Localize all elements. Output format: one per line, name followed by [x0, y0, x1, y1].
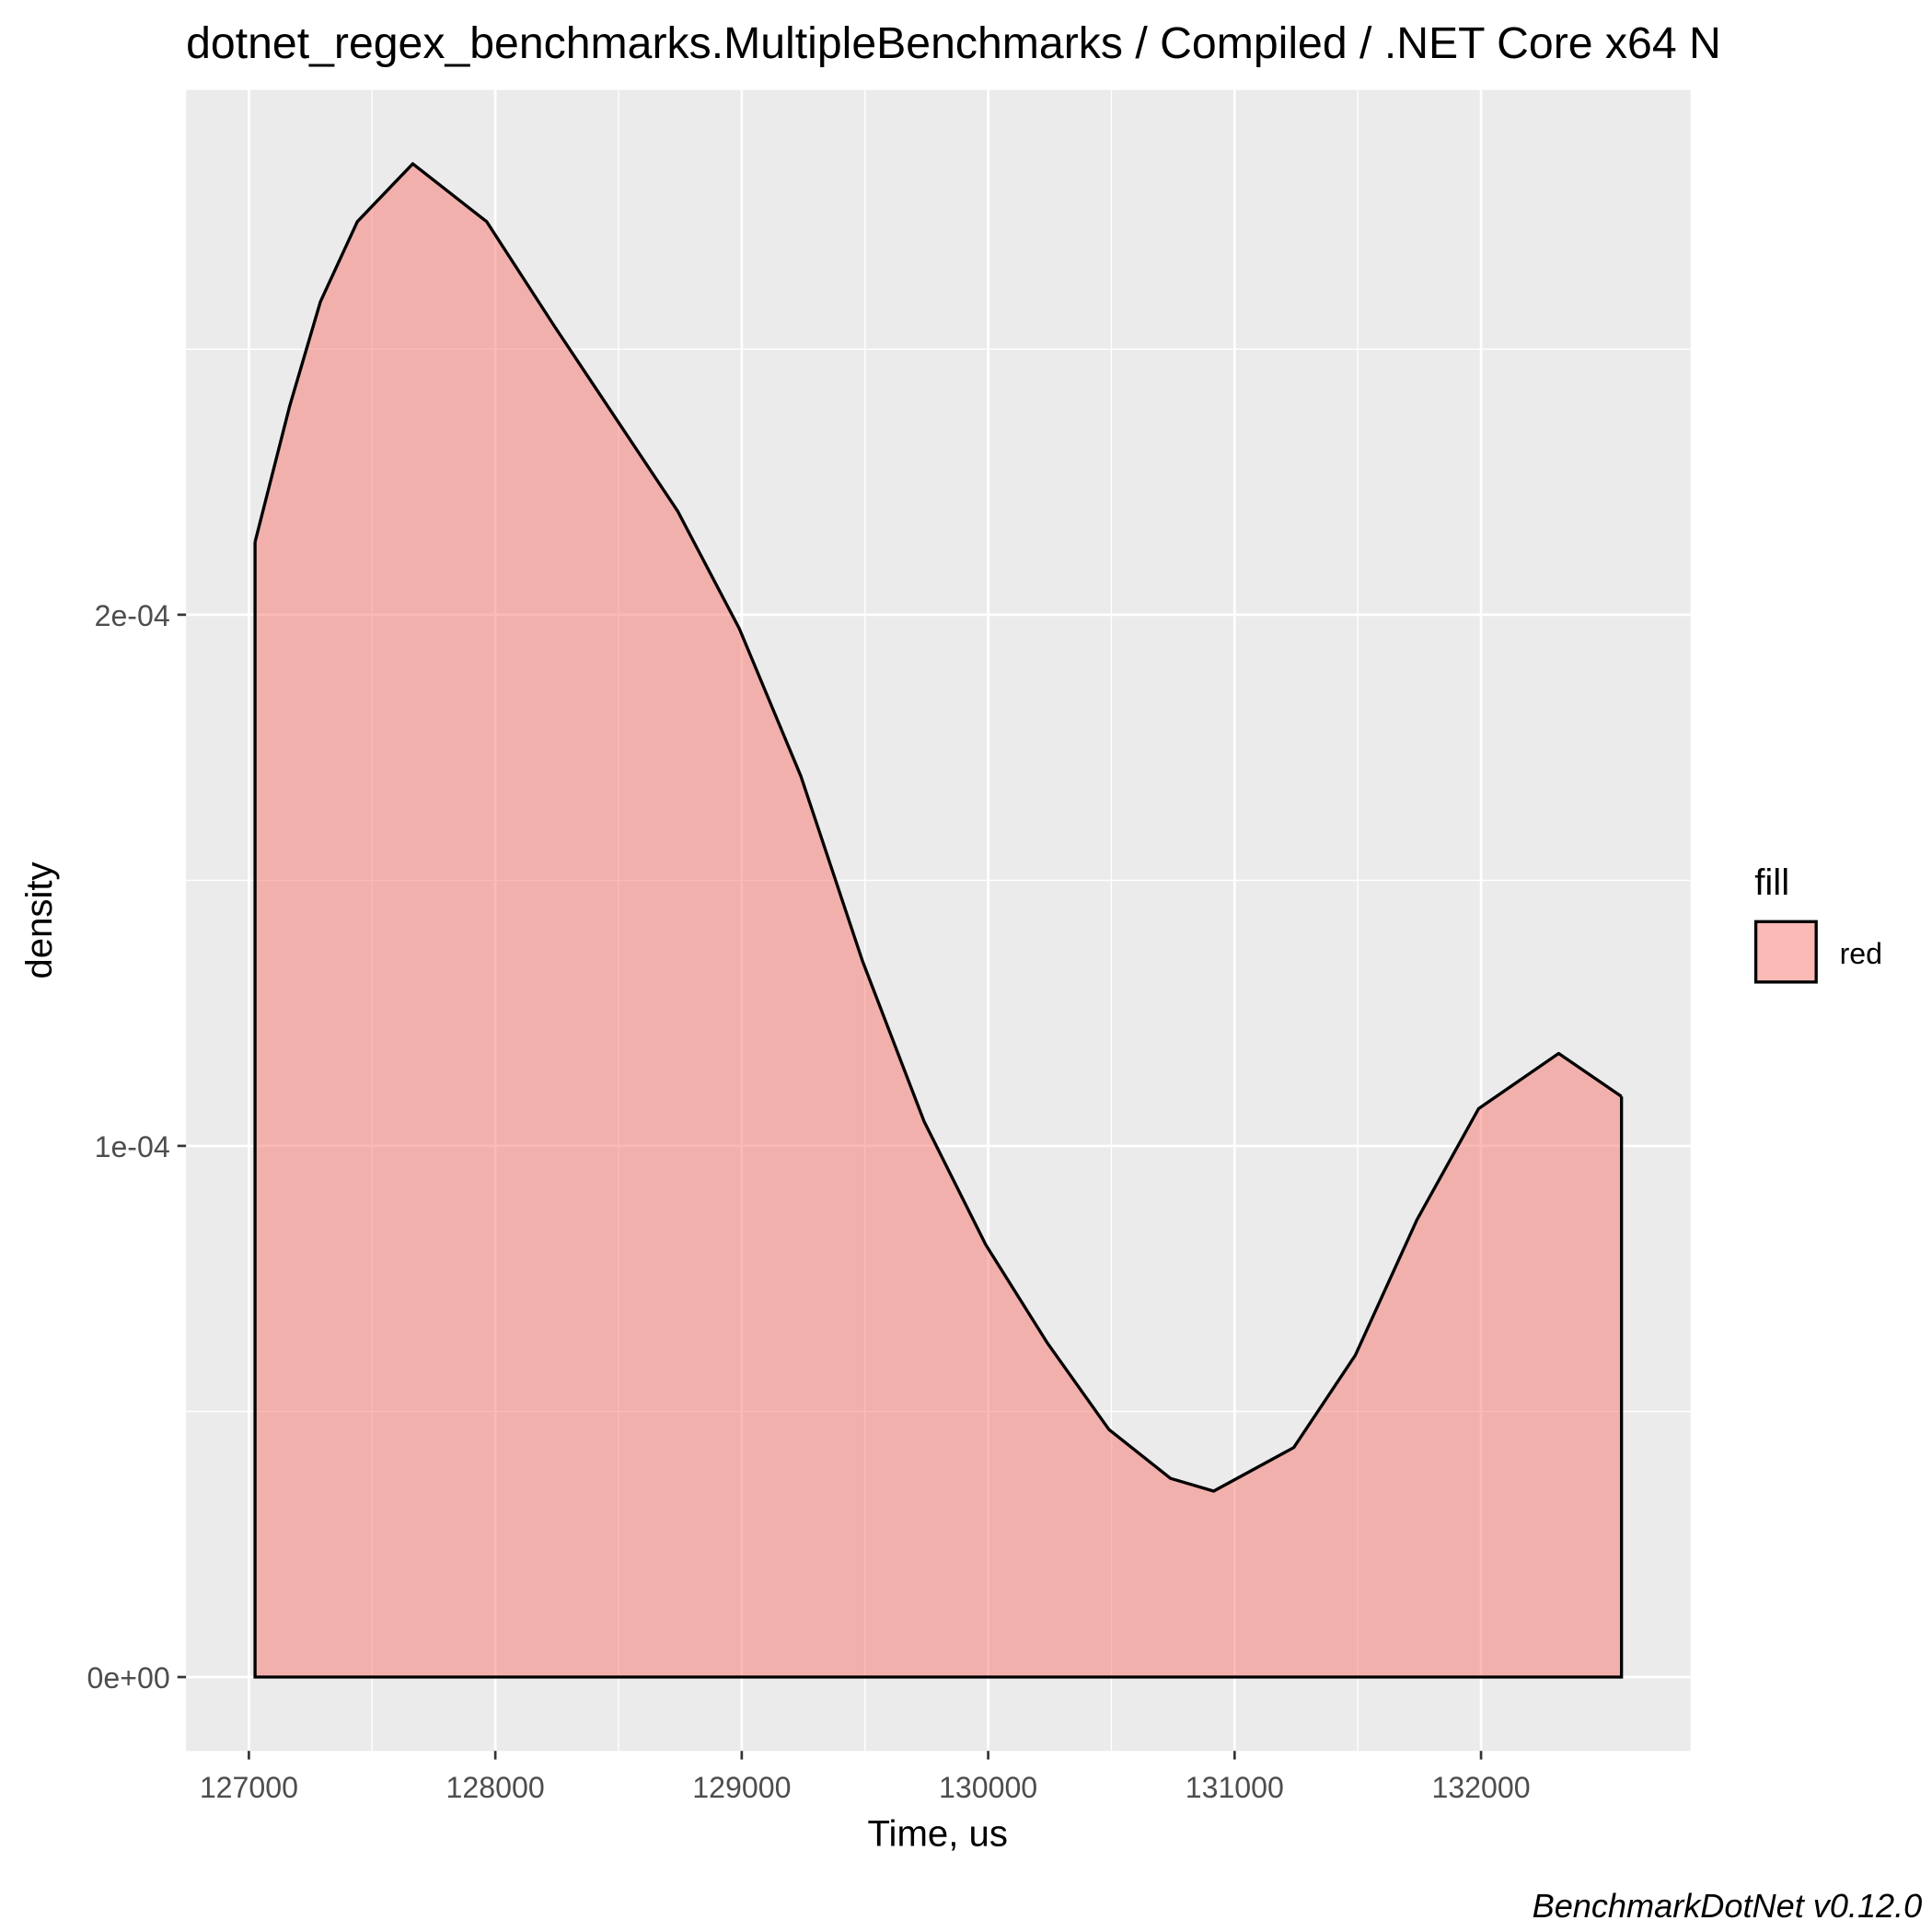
legend-key [1753, 920, 1818, 984]
legend-title: fill [1754, 862, 1789, 903]
y-tick-label: 0e+00 [87, 1661, 170, 1695]
density-outline [253, 541, 1624, 1679]
caption: BenchmarkDotNet v0.12.0 [1533, 1887, 1923, 1925]
density-line [253, 162, 1623, 1493]
x-tick-label: 130000 [939, 1771, 1037, 1804]
y-axis-label: density [18, 862, 60, 978]
x-tick-label: 132000 [1431, 1771, 1530, 1804]
density-area [255, 163, 1622, 1678]
x-tick-label: 129000 [692, 1771, 791, 1804]
y-tick-label: 2e-04 [95, 599, 170, 632]
y-tick-label: 1e-04 [95, 1130, 170, 1163]
x-tick-label: 131000 [1186, 1771, 1284, 1804]
x-axis-label: Time, us [868, 1812, 1008, 1854]
legend-label: red [1840, 937, 1882, 970]
x-tick-label: 127000 [200, 1771, 298, 1804]
chart-title: dotnet_regex_benchmarks.MultipleBenchmar… [186, 18, 1721, 68]
x-tick-label: 128000 [446, 1771, 545, 1804]
